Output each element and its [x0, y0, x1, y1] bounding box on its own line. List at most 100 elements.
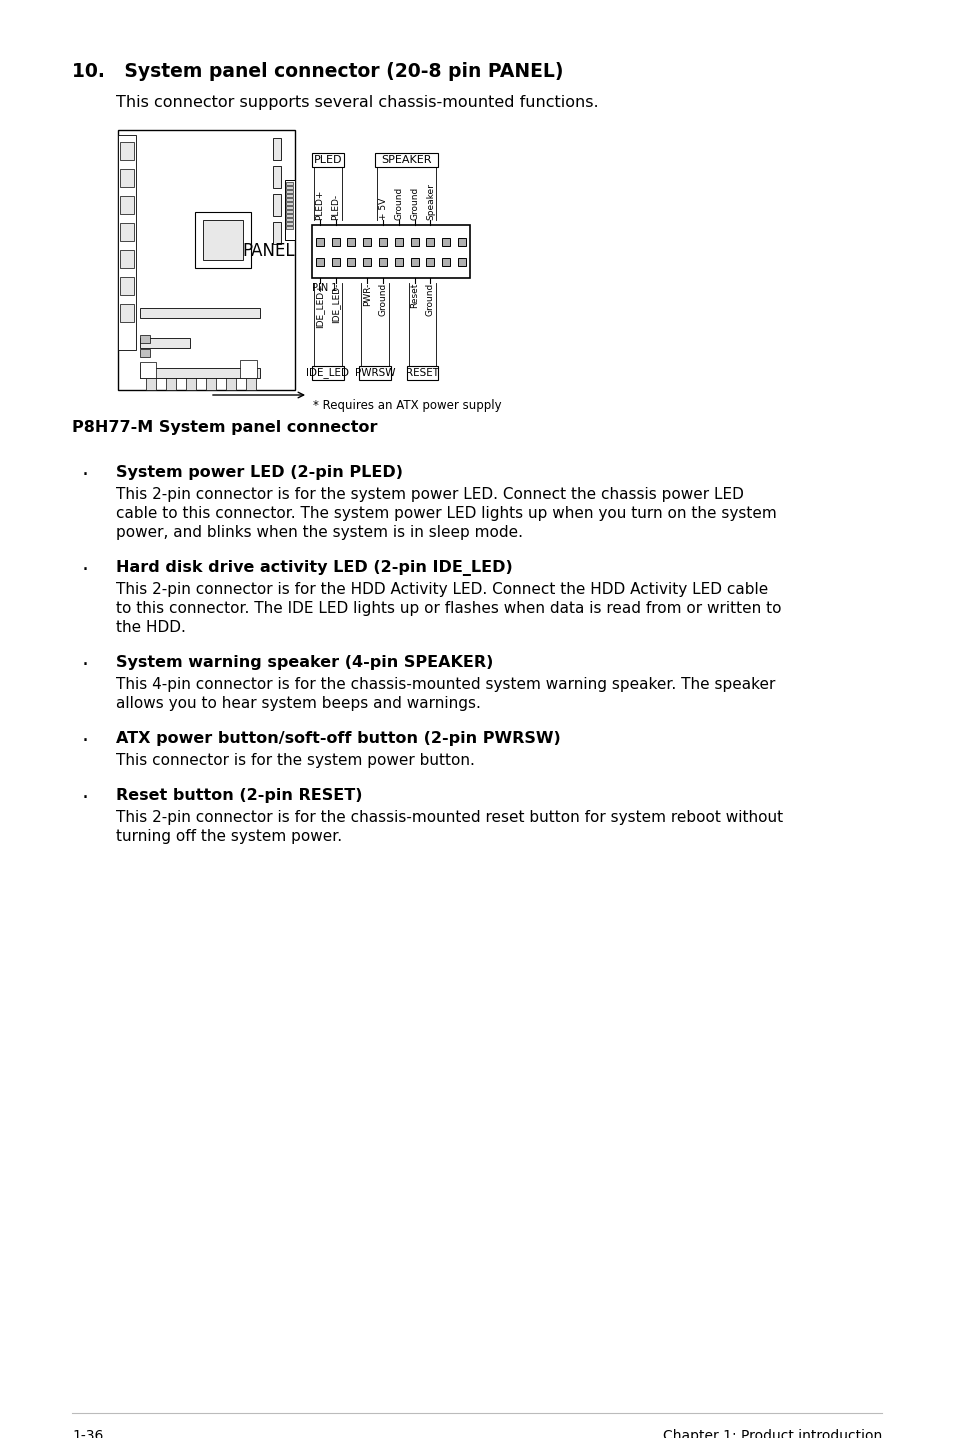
Text: Speaker: Speaker [426, 183, 435, 220]
Text: Ground: Ground [378, 283, 387, 316]
Text: 1-36: 1-36 [71, 1429, 103, 1438]
Bar [332, 239, 339, 246]
Bar [286, 210, 293, 213]
Bar [286, 221, 293, 224]
Text: Chapter 1: Product introduction: Chapter 1: Product introduction [662, 1429, 882, 1438]
Bar [286, 190, 293, 193]
Bar [118, 135, 136, 349]
Bar [120, 142, 133, 160]
Text: the HDD.: the HDD. [116, 620, 186, 636]
Bar [120, 303, 133, 322]
Bar [406, 367, 438, 380]
Bar [120, 278, 133, 295]
Text: SPEAKER: SPEAKER [381, 155, 432, 165]
Text: PWR-: PWR- [362, 283, 372, 306]
Bar [140, 308, 260, 318]
Bar [246, 378, 255, 390]
Text: ·: · [82, 654, 89, 674]
Bar [315, 239, 324, 246]
Bar [347, 239, 355, 246]
Bar [140, 362, 156, 378]
Bar [120, 170, 133, 187]
Text: System warning speaker (4-pin SPEAKER): System warning speaker (4-pin SPEAKER) [116, 654, 493, 670]
Text: IDE_LED: IDE_LED [306, 368, 349, 378]
Bar [332, 257, 339, 266]
Text: This connector is for the system power button.: This connector is for the system power b… [116, 754, 475, 768]
Bar [395, 239, 402, 246]
Bar [286, 194, 293, 197]
Text: Reset button (2-pin RESET): Reset button (2-pin RESET) [116, 788, 362, 802]
Bar [120, 250, 133, 267]
Bar [286, 183, 293, 186]
Bar [286, 206, 293, 209]
Bar [186, 378, 195, 390]
Bar [286, 214, 293, 217]
Text: Ground: Ground [426, 283, 435, 316]
Text: Hard disk drive activity LED (2-pin IDE_LED): Hard disk drive activity LED (2-pin IDE_… [116, 559, 512, 577]
Bar [146, 378, 156, 390]
Text: This 2-pin connector is for the system power LED. Connect the chassis power LED: This 2-pin connector is for the system p… [116, 487, 743, 502]
Text: PLED-: PLED- [331, 194, 340, 220]
Text: PLED: PLED [314, 155, 342, 165]
Text: PANEL: PANEL [242, 243, 294, 260]
Bar [312, 152, 343, 167]
Bar [140, 368, 260, 378]
Text: Ground: Ground [394, 187, 403, 220]
Bar [395, 257, 402, 266]
Bar [286, 198, 293, 201]
Bar [312, 224, 470, 278]
Bar [286, 226, 293, 229]
Text: ·: · [82, 731, 89, 751]
Bar [285, 180, 294, 240]
Bar [273, 194, 281, 216]
Text: This 2-pin connector is for the HDD Activity LED. Connect the HDD Activity LED c: This 2-pin connector is for the HDD Acti… [116, 582, 767, 597]
Bar [286, 186, 293, 188]
Text: RESET: RESET [406, 368, 438, 378]
Bar [411, 257, 418, 266]
Bar [286, 201, 293, 206]
Text: power, and blinks when the system is in sleep mode.: power, and blinks when the system is in … [116, 525, 522, 541]
Bar [315, 257, 324, 266]
Text: Ground: Ground [410, 187, 418, 220]
Bar [140, 338, 190, 348]
Text: Reset: Reset [410, 283, 418, 308]
Text: This 4-pin connector is for the chassis-mounted system warning speaker. The spea: This 4-pin connector is for the chassis-… [116, 677, 775, 692]
Text: ·: · [82, 464, 89, 485]
Text: to this connector. The IDE LED lights up or flashes when data is read from or wr: to this connector. The IDE LED lights up… [116, 601, 781, 615]
Bar [363, 257, 371, 266]
Bar [457, 257, 466, 266]
Text: cable to this connector. The system power LED lights up when you turn on the sys: cable to this connector. The system powe… [116, 506, 776, 521]
Bar [378, 257, 387, 266]
Text: P8H77-M System panel connector: P8H77-M System panel connector [71, 420, 377, 436]
Bar [120, 196, 133, 214]
Text: ·: · [82, 788, 89, 808]
Text: IDE_LED+: IDE_LED+ [315, 283, 324, 328]
Bar [273, 221, 281, 244]
Bar [140, 362, 150, 371]
Bar [286, 219, 293, 221]
Bar [273, 165, 281, 188]
Bar [206, 378, 215, 390]
Bar [378, 239, 387, 246]
Bar [426, 257, 434, 266]
Circle shape [190, 267, 195, 273]
Text: IDE_LED-: IDE_LED- [331, 283, 340, 324]
Text: turning off the system power.: turning off the system power. [116, 828, 342, 844]
Text: * Requires an ATX power supply: * Requires an ATX power supply [313, 398, 501, 413]
Text: + 5V: + 5V [378, 198, 387, 220]
Text: This connector supports several chassis-mounted functions.: This connector supports several chassis-… [116, 95, 598, 109]
Text: ·: · [82, 559, 89, 580]
Bar [118, 129, 294, 390]
Bar [120, 223, 133, 242]
Text: PWRSW: PWRSW [355, 368, 395, 378]
Text: PIN 1: PIN 1 [312, 283, 337, 293]
Text: PLED+: PLED+ [315, 190, 324, 220]
Bar [240, 360, 256, 378]
Text: This 2-pin connector is for the chassis-mounted reset button for system reboot w: This 2-pin connector is for the chassis-… [116, 810, 782, 825]
Bar [442, 257, 450, 266]
Text: ATX power button/soft-off button (2-pin PWRSW): ATX power button/soft-off button (2-pin … [116, 731, 560, 746]
Text: 10.   System panel connector (20-8 pin PANEL): 10. System panel connector (20-8 pin PAN… [71, 62, 563, 81]
Bar [347, 257, 355, 266]
Bar [442, 239, 450, 246]
Bar [426, 239, 434, 246]
